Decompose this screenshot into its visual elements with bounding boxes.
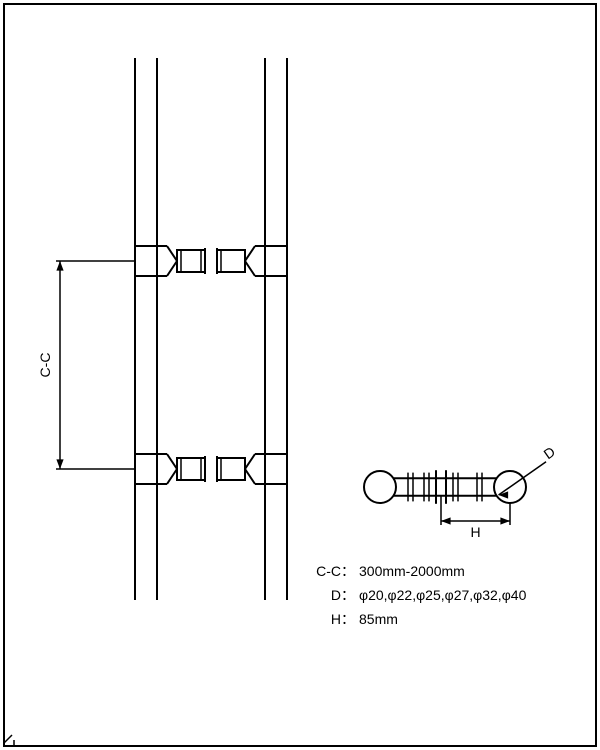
spec-d-label: D：: [331, 587, 355, 603]
spec-cc-value: 300mm-2000mm: [359, 563, 465, 579]
dimension-cc-label: C-C: [37, 353, 53, 378]
dimension-d-label: D: [541, 443, 558, 462]
spec-d-value: φ20,φ22,φ25,φ27,φ32,φ40: [359, 587, 527, 603]
diagram-canvas: C-C D H C-C：300mm-2000mmD：φ20,φ22,φ25,φ27,φ…: [0, 0, 600, 750]
spec-h-value: 85mm: [359, 611, 398, 627]
section-handle-left: [364, 471, 396, 503]
frame-border: [4, 4, 596, 746]
spec-h-label: H：: [331, 611, 355, 627]
dimension-h-label: H: [470, 524, 480, 540]
spec-cc-label: C-C：: [316, 563, 355, 579]
